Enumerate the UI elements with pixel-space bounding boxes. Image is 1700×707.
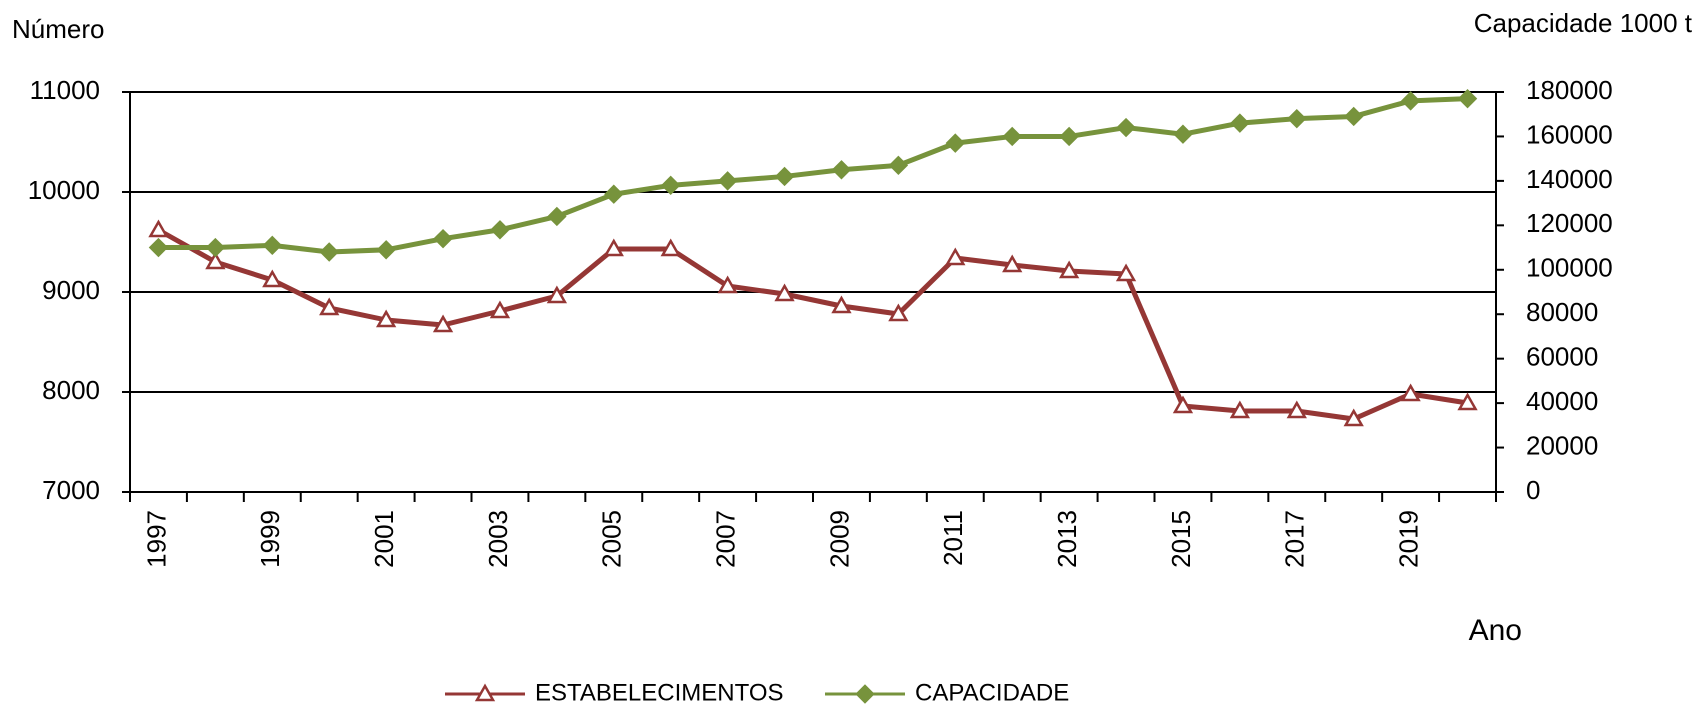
legend-marker xyxy=(474,683,496,702)
y2-tick-label: 40000 xyxy=(1526,386,1598,416)
y2-tick-label: 20000 xyxy=(1526,430,1598,460)
series-marker xyxy=(1173,124,1193,144)
series-marker xyxy=(205,251,226,270)
series-marker xyxy=(375,309,397,328)
series-marker xyxy=(262,235,282,256)
x-tick-label: 2019 xyxy=(1394,510,1424,568)
series-marker xyxy=(661,175,681,196)
series-marker xyxy=(945,247,966,266)
x-tick-label: 1999 xyxy=(255,510,285,568)
x-tick-label: 1997 xyxy=(141,510,171,568)
series-marker xyxy=(831,160,852,180)
x-axis-label: Ano xyxy=(1469,614,1522,647)
series-marker xyxy=(888,303,909,322)
series-marker xyxy=(376,240,396,260)
series-marker xyxy=(1059,126,1079,147)
series-marker xyxy=(1002,254,1023,273)
x-tick-label: 2007 xyxy=(711,510,741,568)
y-tick-label: 7000 xyxy=(42,475,100,505)
y-tick-label: 8000 xyxy=(42,375,100,405)
series-marker xyxy=(1115,263,1137,282)
series-line xyxy=(157,227,1468,422)
series-marker xyxy=(660,238,681,257)
y2-tick-label: 0 xyxy=(1526,475,1540,505)
series-marker xyxy=(945,133,965,153)
series-marker xyxy=(490,220,510,240)
series-marker xyxy=(604,184,624,204)
series-marker xyxy=(262,269,283,288)
x-tick-label: 2009 xyxy=(824,510,854,568)
series-marker xyxy=(774,166,795,187)
series-marker xyxy=(547,206,567,227)
series-marker xyxy=(888,155,909,176)
series-marker xyxy=(319,242,339,262)
y2-tick-label: 160000 xyxy=(1526,119,1613,149)
legend-label: CAPACIDADE xyxy=(915,679,1069,706)
y-tick-label: 11000 xyxy=(30,75,100,105)
x-tick-label: 2013 xyxy=(1052,510,1082,568)
y2-tick-label: 100000 xyxy=(1526,253,1613,283)
series-marker xyxy=(205,237,226,258)
y2-axis-label: Capacidade 1000 t xyxy=(1474,8,1693,38)
series-marker xyxy=(774,283,795,302)
series-marker xyxy=(1172,395,1194,414)
series-marker xyxy=(603,238,624,257)
series-marker xyxy=(148,237,169,258)
series-marker xyxy=(148,219,169,238)
series-marker xyxy=(717,171,738,191)
series-marker xyxy=(1287,108,1307,129)
x-tick-label: 2005 xyxy=(597,510,627,568)
series-marker xyxy=(1058,260,1080,279)
legend-marker xyxy=(855,684,875,704)
series-marker xyxy=(433,228,453,249)
x-tick-label: 2015 xyxy=(1166,510,1196,568)
y2-tick-label: 60000 xyxy=(1526,342,1598,372)
y2-tick-label: 80000 xyxy=(1526,297,1598,327)
y2-tick-label: 140000 xyxy=(1526,164,1613,194)
series-marker xyxy=(489,300,511,319)
series-marker xyxy=(546,285,568,304)
series-marker xyxy=(1230,113,1250,133)
x-tick-label: 2011 xyxy=(938,510,968,566)
y-tick-label: 10000 xyxy=(28,175,100,205)
y-tick-label: 9000 xyxy=(42,275,100,305)
series-marker xyxy=(1229,400,1251,419)
series-marker xyxy=(1344,106,1364,127)
series-marker xyxy=(1400,383,1421,402)
series-marker xyxy=(1286,400,1307,419)
series-marker xyxy=(432,314,454,333)
series-marker xyxy=(1002,126,1022,147)
x-tick-label: 2003 xyxy=(483,510,513,568)
series-marker xyxy=(1400,91,1421,111)
legend-label: ESTABELECIMENTOS xyxy=(535,679,784,706)
series-marker xyxy=(831,295,852,314)
series-marker xyxy=(1343,408,1364,427)
y2-tick-label: 180000 xyxy=(1526,75,1613,105)
series-marker xyxy=(319,297,340,316)
series-line xyxy=(158,96,1468,255)
series-marker xyxy=(1116,117,1136,138)
x-tick-label: 2001 xyxy=(369,510,399,568)
y-axis-label: Número xyxy=(12,14,104,44)
series-marker xyxy=(717,275,738,294)
series-marker xyxy=(1457,392,1478,411)
series-marker xyxy=(1457,88,1478,109)
x-tick-label: 2017 xyxy=(1280,510,1310,568)
y2-tick-label: 120000 xyxy=(1526,208,1613,238)
